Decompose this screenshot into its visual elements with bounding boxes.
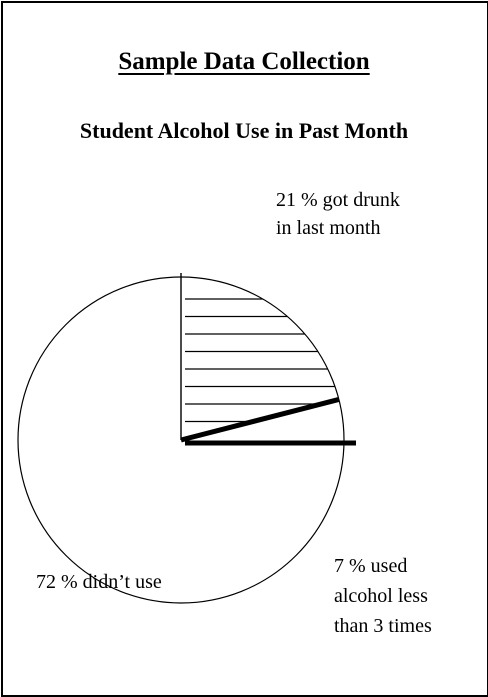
- label-got-drunk: 21 % got drunk in last month: [276, 186, 400, 242]
- label-used-less-line-2: alcohol less: [334, 585, 428, 607]
- chart-title: Student Alcohol Use in Past Month: [79, 118, 409, 143]
- label-used-less-line-3: than 3 times: [334, 615, 432, 637]
- label-got-drunk-line-2: in last month: [276, 217, 381, 239]
- label-used-less: 7 % used alcohol less than 3 times: [334, 551, 432, 641]
- label-didnt-use: 72 % didn’t use: [36, 568, 162, 596]
- label-got-drunk-line-1: 21 % got drunk: [276, 189, 400, 211]
- label-used-less-line-1: 7 % used: [334, 555, 408, 577]
- page-title: Sample Data Collection: [118, 48, 370, 75]
- label-didnt-use-line-1: 72 % didn’t use: [36, 571, 162, 593]
- slice-got-drunk-end-edge: [180, 397, 340, 443]
